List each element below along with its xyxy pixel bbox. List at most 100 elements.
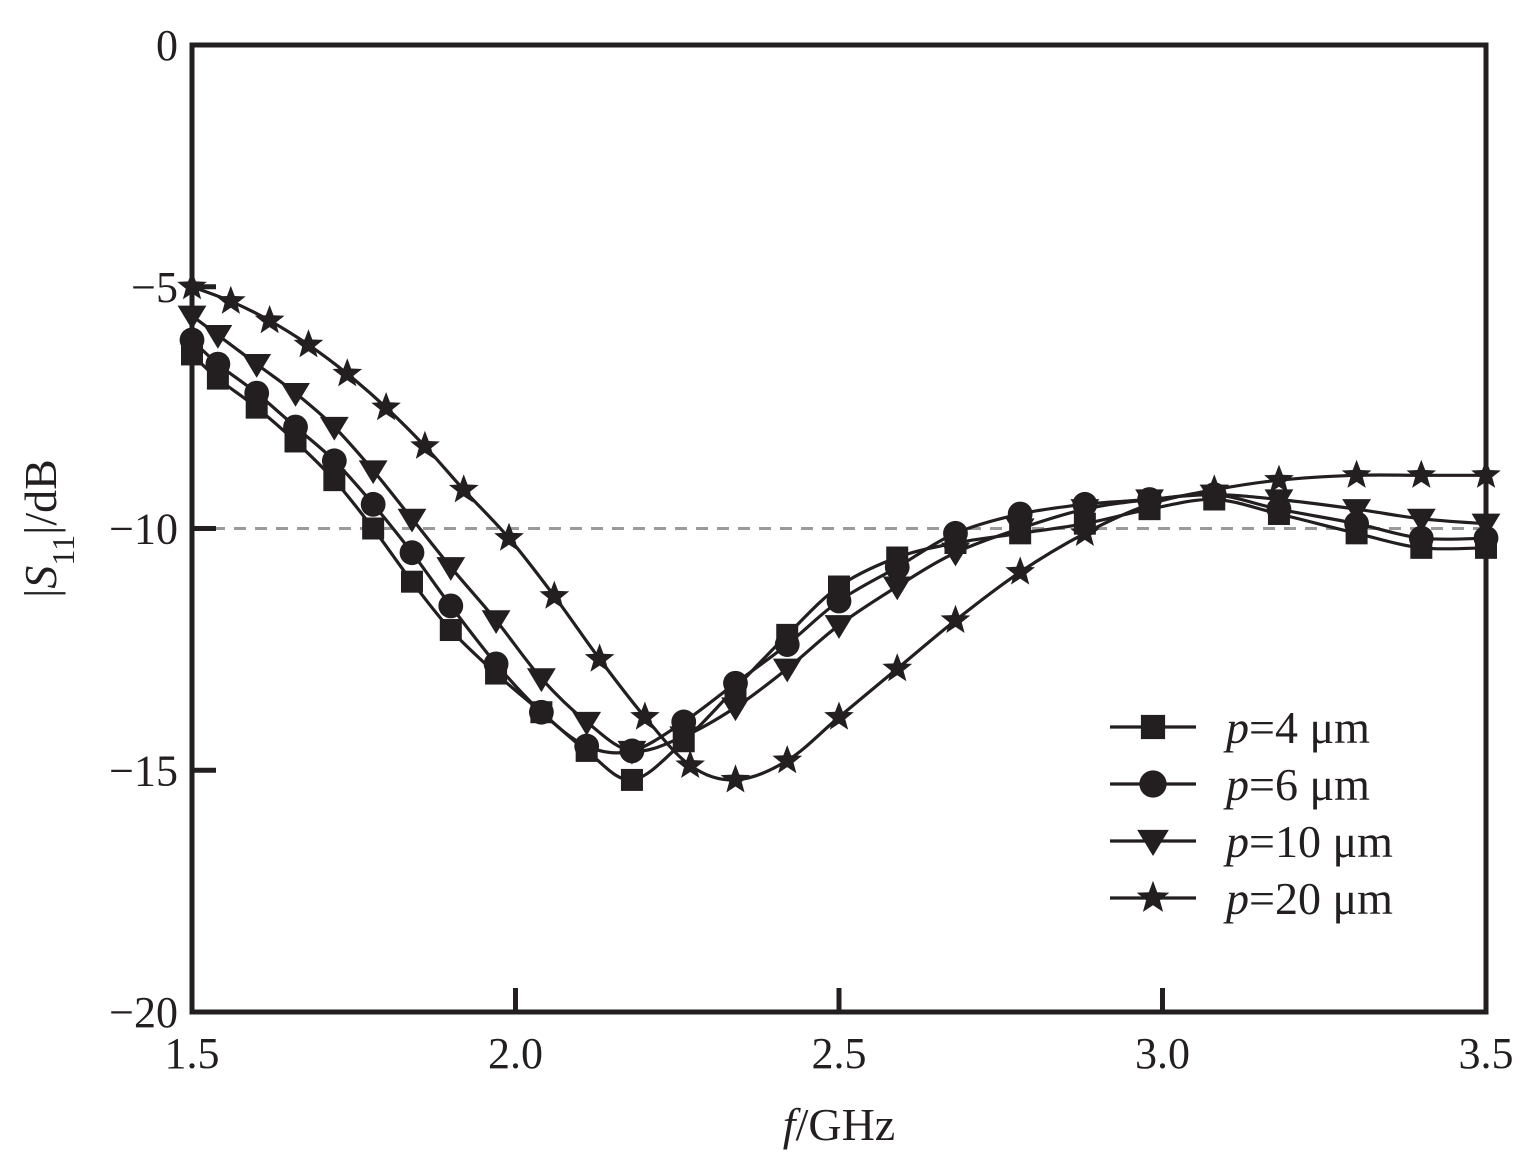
data-point-circle xyxy=(1344,511,1369,537)
legend: p=4 μmp=6 μmp=10 μmp=20 μm xyxy=(1110,702,1393,924)
y-axis-title-italic: S xyxy=(15,566,66,589)
legend-label-rest: =6 μm xyxy=(1249,759,1370,810)
data-point-star xyxy=(824,701,854,730)
legend-marker-triangle-down xyxy=(1137,829,1169,857)
data-point-triangle-down xyxy=(721,697,750,722)
y-tick-label: −10 xyxy=(109,505,178,554)
data-point-star xyxy=(584,643,615,672)
data-point-star xyxy=(1264,464,1294,493)
data-point-square xyxy=(400,570,423,593)
x-tick-label: 2.0 xyxy=(488,1029,543,1078)
data-point-square xyxy=(362,517,385,540)
data-point-star xyxy=(371,392,401,421)
data-point-triangle-down xyxy=(281,383,310,407)
ticks-layer: 1.5 2.0 2.5 3.0 3.5 0 −5 −10 −15 −20 xyxy=(109,21,1513,1078)
data-point-circle xyxy=(723,670,748,696)
legend-item-1: p=4 μm xyxy=(1110,702,1370,753)
data-point-triangle-down xyxy=(358,460,388,485)
legend-item-4: p=20 μm xyxy=(1110,873,1393,924)
data-point-triangle-down xyxy=(941,542,970,567)
data-point-circle xyxy=(438,593,464,619)
data-point-triangle-down xyxy=(572,711,602,736)
data-point-triangle-down xyxy=(397,508,427,533)
data-point-triangle-down xyxy=(1070,499,1100,523)
data-point-triangle-down xyxy=(882,576,912,601)
data-point-triangle-down xyxy=(203,325,233,349)
data-point-triangle-down xyxy=(1406,508,1436,533)
y-tick-label: −5 xyxy=(131,263,178,312)
x-tick-label: 2.5 xyxy=(812,1029,867,1078)
data-point-triangle-down xyxy=(526,668,556,693)
data-point-star xyxy=(1406,459,1437,488)
legend-label-italic: p xyxy=(1223,873,1249,924)
legend-label-rest: =4 μm xyxy=(1249,702,1370,753)
data-point-square xyxy=(620,768,643,791)
data-point-triangle-down xyxy=(824,615,854,639)
x-tick-label: 1.5 xyxy=(165,1029,220,1078)
series-layer xyxy=(177,271,1501,793)
legend-label: p=4 μm xyxy=(1223,702,1370,753)
data-point-star xyxy=(882,653,913,682)
data-point-circle xyxy=(321,448,347,474)
legend-marker-star xyxy=(1136,880,1170,912)
y-axis-title: |S11|/dB xyxy=(15,459,81,598)
legend-marker-square xyxy=(1140,714,1166,740)
series-4 xyxy=(177,271,1501,793)
legend-label-rest: =10 μm xyxy=(1249,816,1393,867)
y-tick-label: −15 xyxy=(109,746,178,795)
y-tick-label: 0 xyxy=(156,21,178,70)
data-point-triangle-down xyxy=(242,354,272,378)
x-tick-label: 3.5 xyxy=(1459,1029,1514,1078)
y-axis-title-pre: | xyxy=(15,589,66,598)
data-point-star xyxy=(494,522,524,551)
y-axis-title-sub: 11 xyxy=(45,535,81,566)
data-point-star xyxy=(410,430,440,459)
data-point-circle xyxy=(1408,525,1434,551)
series-line xyxy=(191,314,1487,753)
data-point-star xyxy=(293,329,324,358)
data-point-star xyxy=(1005,556,1035,585)
data-point-circle xyxy=(528,699,554,725)
data-point-star xyxy=(772,745,803,774)
data-point-triangle-down xyxy=(436,557,466,581)
legend-label: p=20 μm xyxy=(1223,873,1393,924)
data-point-star xyxy=(332,358,363,387)
legend-label-italic: p xyxy=(1223,816,1249,867)
data-point-triangle-down xyxy=(481,610,511,635)
data-point-circle xyxy=(826,588,852,614)
data-point-circle xyxy=(205,351,231,377)
data-point-triangle-down xyxy=(319,416,349,441)
data-point-star xyxy=(1134,488,1165,517)
legend-marker-circle xyxy=(1139,770,1167,798)
data-point-star xyxy=(1070,517,1100,546)
data-point-triangle-down xyxy=(772,658,802,683)
data-point-triangle-down xyxy=(1005,518,1035,543)
data-point-circle xyxy=(774,632,800,657)
x-axis-title: f/GHz xyxy=(783,1099,895,1150)
legend-label-italic: p xyxy=(1223,759,1249,810)
data-point-star xyxy=(720,764,751,793)
legend-label: p=6 μm xyxy=(1223,759,1370,810)
data-point-circle xyxy=(943,520,968,546)
data-point-triangle-down xyxy=(1264,489,1294,514)
x-axis-title-rest: /GHz xyxy=(796,1099,896,1150)
y-tick-label: −20 xyxy=(109,988,178,1037)
data-point-star xyxy=(539,580,570,609)
data-point-star xyxy=(448,474,479,503)
y-axis-title-post: |/dB xyxy=(15,459,66,535)
legend-item-3: p=10 μm xyxy=(1110,816,1393,867)
data-point-triangle-down xyxy=(617,740,647,765)
data-point-triangle-down xyxy=(669,726,699,751)
legend-item-2: p=6 μm xyxy=(1110,759,1370,810)
data-point-star xyxy=(1199,474,1230,503)
data-point-circle xyxy=(283,414,308,440)
data-point-star xyxy=(675,749,705,778)
legend-label-rest: =20 μm xyxy=(1249,873,1393,924)
data-point-star xyxy=(630,701,660,730)
data-point-circle xyxy=(884,554,910,580)
legend-label-italic: p xyxy=(1223,702,1249,753)
data-point-square xyxy=(439,619,462,642)
data-point-square xyxy=(323,469,346,492)
data-point-circle xyxy=(399,540,425,566)
